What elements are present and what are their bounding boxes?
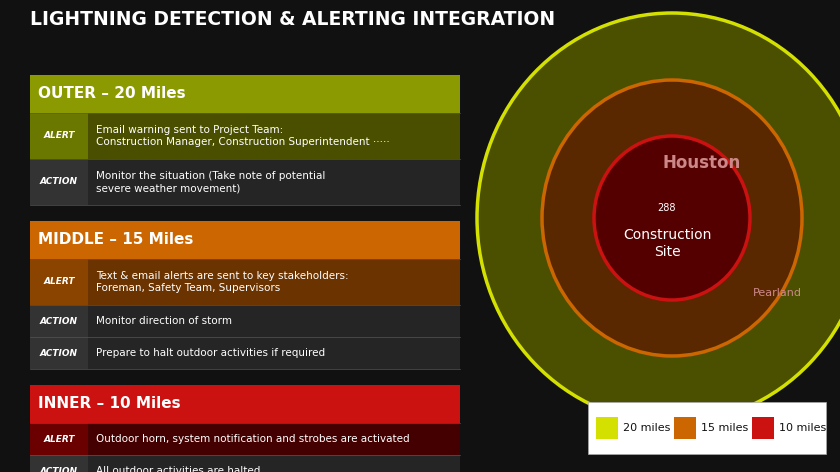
Bar — [30, 159, 460, 205]
Text: Prepare to halt outdoor activities if required: Prepare to halt outdoor activities if re… — [96, 348, 325, 358]
Bar — [674, 417, 696, 439]
Text: Construction
Site: Construction Site — [622, 228, 711, 259]
Text: Houston: Houston — [663, 154, 741, 172]
Text: Outdoor horn, system notification and strobes are activated: Outdoor horn, system notification and st… — [96, 434, 410, 444]
Text: All outdoor activities are halted: All outdoor activities are halted — [96, 466, 260, 472]
Bar — [30, 455, 88, 472]
Text: Monitor direction of storm: Monitor direction of storm — [96, 316, 232, 326]
Bar — [588, 402, 826, 454]
Text: INNER – 10 Miles: INNER – 10 Miles — [38, 396, 181, 412]
Ellipse shape — [594, 136, 750, 300]
Text: ACTION: ACTION — [40, 317, 78, 326]
Text: ALERT: ALERT — [43, 435, 75, 444]
Text: ACTION: ACTION — [40, 466, 78, 472]
Bar — [30, 455, 460, 472]
Text: Pearland: Pearland — [753, 288, 801, 298]
Ellipse shape — [542, 80, 802, 356]
Bar — [30, 113, 460, 159]
Text: 15 miles: 15 miles — [701, 423, 748, 433]
Text: 10 miles: 10 miles — [779, 423, 827, 433]
Text: 20 miles: 20 miles — [623, 423, 670, 433]
Text: Monitor the situation (Take note of potential
severe weather movement): Monitor the situation (Take note of pote… — [96, 170, 325, 194]
Bar — [596, 417, 618, 439]
Bar — [30, 75, 460, 113]
Text: ACTION: ACTION — [40, 348, 78, 357]
Text: Text & email alerts are sent to key stakeholders:
Foreman, Safety Team, Supervis: Text & email alerts are sent to key stak… — [96, 270, 349, 294]
Text: ALERT: ALERT — [43, 132, 75, 141]
Text: ACTION: ACTION — [40, 177, 78, 186]
Bar — [30, 305, 460, 337]
Bar — [30, 259, 88, 305]
Bar — [30, 259, 460, 305]
Bar — [752, 417, 774, 439]
Text: OUTER – 20 Miles: OUTER – 20 Miles — [38, 86, 186, 101]
Bar — [30, 337, 88, 369]
Ellipse shape — [477, 13, 840, 423]
Bar — [30, 159, 88, 205]
Bar — [30, 221, 460, 259]
Bar — [30, 385, 460, 423]
Text: MIDDLE – 15 Miles: MIDDLE – 15 Miles — [38, 233, 193, 247]
Text: Email warning sent to Project Team:
Construction Manager, Construction Superinte: Email warning sent to Project Team: Cons… — [96, 125, 390, 147]
Text: LIGHTNING DETECTION & ALERTING INTEGRATION: LIGHTNING DETECTION & ALERTING INTEGRATI… — [30, 10, 555, 29]
Bar — [30, 423, 460, 455]
Bar — [30, 113, 88, 159]
Text: ALERT: ALERT — [43, 278, 75, 287]
Text: 288: 288 — [658, 203, 676, 213]
Bar — [30, 305, 88, 337]
Bar — [30, 337, 460, 369]
Bar — [30, 423, 88, 455]
